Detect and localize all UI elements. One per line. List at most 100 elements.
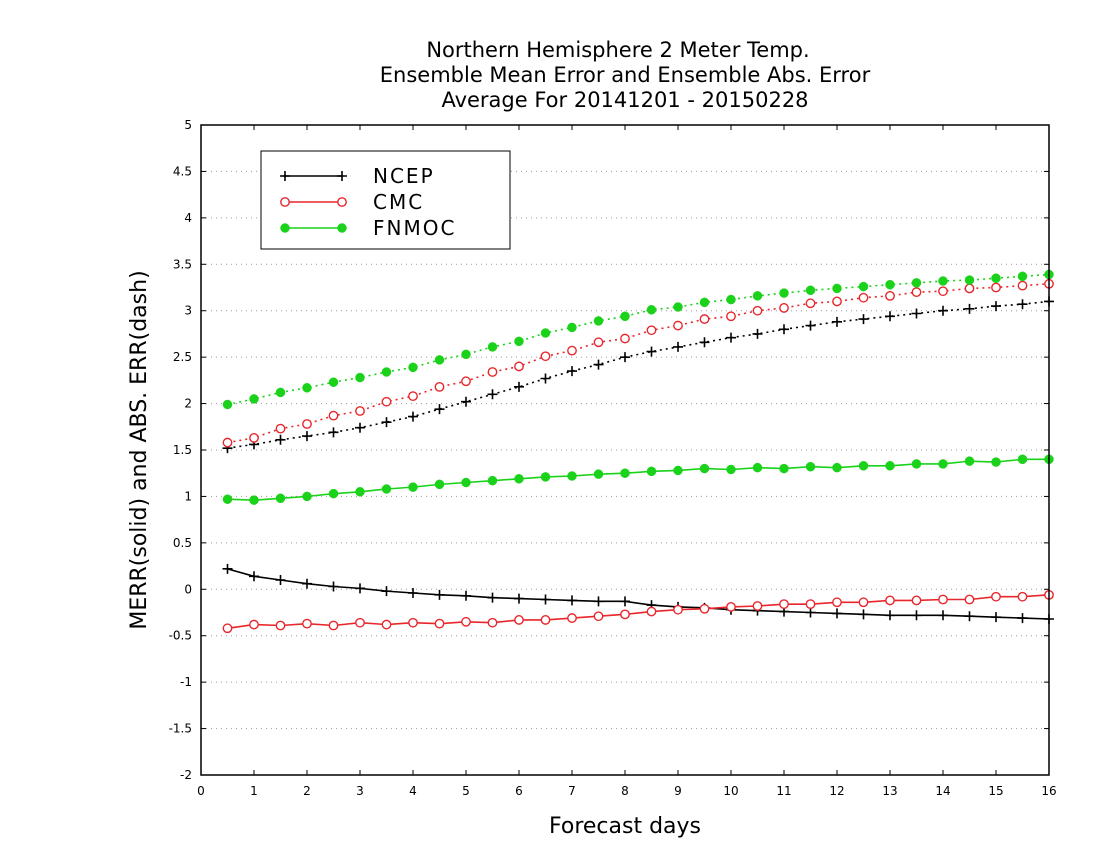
x-tick-labels: 0 1 2 3 4 5 6 7 8 9 10 11 12 13 14 15 16 bbox=[197, 784, 1056, 798]
y-tick-label: -1.5 bbox=[169, 722, 192, 736]
data-point-fnmoc-abserr bbox=[885, 279, 895, 290]
data-point-cmc-abserr bbox=[381, 396, 392, 407]
x-axis-label: Forecast days bbox=[549, 814, 701, 839]
legend-marker-fnmoc bbox=[280, 223, 290, 233]
data-point-cmc-merr bbox=[991, 591, 1001, 602]
legend-marker-fnmoc bbox=[337, 223, 347, 233]
data-point-cmc-abserr bbox=[699, 314, 710, 324]
data-point-ncep-merr bbox=[1017, 613, 1028, 624]
x-tick-label: 2 bbox=[303, 784, 311, 798]
data-point-cmc-abserr bbox=[434, 381, 445, 392]
data-point-fnmoc-abserr bbox=[991, 273, 1001, 283]
data-point-cmc-abserr bbox=[858, 292, 869, 303]
data-point-fnmoc-abserr bbox=[805, 285, 816, 296]
x-tick-label: 9 bbox=[674, 784, 682, 798]
x-tick-label: 6 bbox=[515, 784, 523, 798]
data-point-cmc-abserr bbox=[911, 287, 922, 298]
data-point-ncep-abserr bbox=[858, 314, 869, 325]
legend-marker-ncep bbox=[280, 171, 290, 181]
data-point-ncep-merr bbox=[328, 581, 339, 592]
data-point-fnmoc-merr bbox=[461, 477, 471, 488]
data-point-cmc-merr bbox=[779, 599, 789, 610]
data-point-ncep-merr bbox=[858, 609, 869, 620]
data-point-fnmoc-abserr bbox=[832, 283, 842, 294]
data-point-cmc-abserr bbox=[646, 325, 657, 336]
data-point-cmc-abserr bbox=[779, 303, 789, 313]
data-point-fnmoc-merr bbox=[328, 488, 339, 499]
data-point-ncep-abserr bbox=[381, 417, 392, 428]
data-point-cmc-merr bbox=[593, 611, 604, 622]
data-point-fnmoc-merr bbox=[408, 482, 418, 492]
data-point-ncep-abserr bbox=[593, 359, 604, 370]
data-point-fnmoc-merr bbox=[832, 462, 842, 473]
data-point-fnmoc-abserr bbox=[726, 294, 736, 305]
data-point-cmc-abserr bbox=[222, 437, 233, 448]
data-point-cmc-merr bbox=[726, 602, 736, 612]
data-point-ncep-abserr bbox=[514, 381, 524, 392]
data-point-fnmoc-merr bbox=[885, 461, 895, 471]
data-point-cmc-merr bbox=[673, 604, 683, 615]
data-point-ncep-abserr bbox=[408, 411, 418, 422]
data-point-fnmoc-merr bbox=[275, 493, 286, 504]
data-point-ncep-merr bbox=[355, 583, 365, 594]
y-tick-label: 3 bbox=[184, 304, 192, 318]
data-point-ncep-merr bbox=[249, 571, 259, 582]
chart-title: Northern Hemisphere 2 Meter Temp. Ensemb… bbox=[380, 38, 871, 112]
data-point-fnmoc-abserr bbox=[567, 322, 577, 333]
plot-frame bbox=[200, 124, 1050, 776]
series-line-cmc-merr bbox=[227, 594, 1050, 630]
data-point-ncep-merr bbox=[964, 611, 975, 622]
data-point-ncep-abserr bbox=[752, 328, 763, 339]
x-tick-label: 4 bbox=[409, 784, 417, 798]
data-point-ncep-abserr bbox=[991, 301, 1001, 312]
x-tick-label: 12 bbox=[829, 784, 844, 798]
legend-label-fnmoc: FNMOC bbox=[373, 216, 456, 240]
data-point-fnmoc-merr bbox=[911, 459, 922, 469]
data-point-fnmoc-merr bbox=[355, 487, 365, 497]
data-point-ncep-abserr bbox=[275, 434, 286, 445]
data-point-ncep-merr bbox=[222, 563, 233, 574]
data-point-ncep-merr bbox=[885, 610, 895, 621]
data-point-fnmoc-abserr bbox=[355, 372, 365, 383]
data-point-cmc-merr bbox=[222, 623, 233, 634]
x-tick-label: 16 bbox=[1041, 784, 1056, 798]
data-point-cmc-abserr bbox=[805, 298, 816, 309]
y-tick-label: 4 bbox=[184, 211, 192, 225]
data-point-ncep-abserr bbox=[540, 373, 551, 384]
series-layer bbox=[222, 269, 1054, 634]
data-point-fnmoc-abserr bbox=[381, 367, 392, 377]
data-point-cmc-abserr bbox=[964, 283, 975, 294]
x-tick-label: 3 bbox=[356, 784, 364, 798]
data-point-fnmoc-abserr bbox=[1017, 271, 1028, 282]
data-point-cmc-merr bbox=[699, 603, 710, 614]
data-point-cmc-abserr bbox=[328, 410, 339, 421]
chart-title-line-1: Northern Hemisphere 2 Meter Temp. bbox=[426, 38, 809, 62]
data-point-ncep-abserr bbox=[1017, 299, 1028, 310]
data-point-cmc-abserr bbox=[514, 361, 524, 372]
series-line-ncep-merr bbox=[227, 568, 1050, 620]
x-tick-label: 5 bbox=[462, 784, 470, 798]
x-tick-label: 7 bbox=[568, 784, 576, 798]
grid-lines bbox=[201, 170, 1049, 730]
data-point-fnmoc-abserr bbox=[487, 342, 498, 352]
data-point-fnmoc-abserr bbox=[646, 305, 657, 315]
data-point-cmc-abserr bbox=[408, 391, 418, 402]
data-point-fnmoc-abserr bbox=[779, 288, 789, 298]
data-point-fnmoc-merr bbox=[567, 471, 577, 481]
x-tick-label: 1 bbox=[250, 784, 258, 798]
data-point-ncep-merr bbox=[911, 610, 922, 621]
data-point-fnmoc-abserr bbox=[408, 362, 418, 373]
y-tick-label: -1 bbox=[180, 675, 192, 689]
series-line-fnmoc-merr bbox=[227, 458, 1049, 501]
data-point-cmc-merr bbox=[487, 617, 498, 628]
data-point-ncep-merr bbox=[434, 589, 445, 600]
data-point-fnmoc-abserr bbox=[222, 399, 233, 410]
data-point-ncep-merr bbox=[593, 596, 604, 607]
data-point-cmc-merr bbox=[620, 609, 630, 620]
data-point-cmc-abserr bbox=[355, 406, 365, 416]
data-point-ncep-merr bbox=[487, 592, 498, 603]
data-point-cmc-merr bbox=[355, 617, 365, 628]
data-point-fnmoc-abserr bbox=[328, 377, 339, 387]
data-point-cmc-merr bbox=[381, 619, 392, 630]
